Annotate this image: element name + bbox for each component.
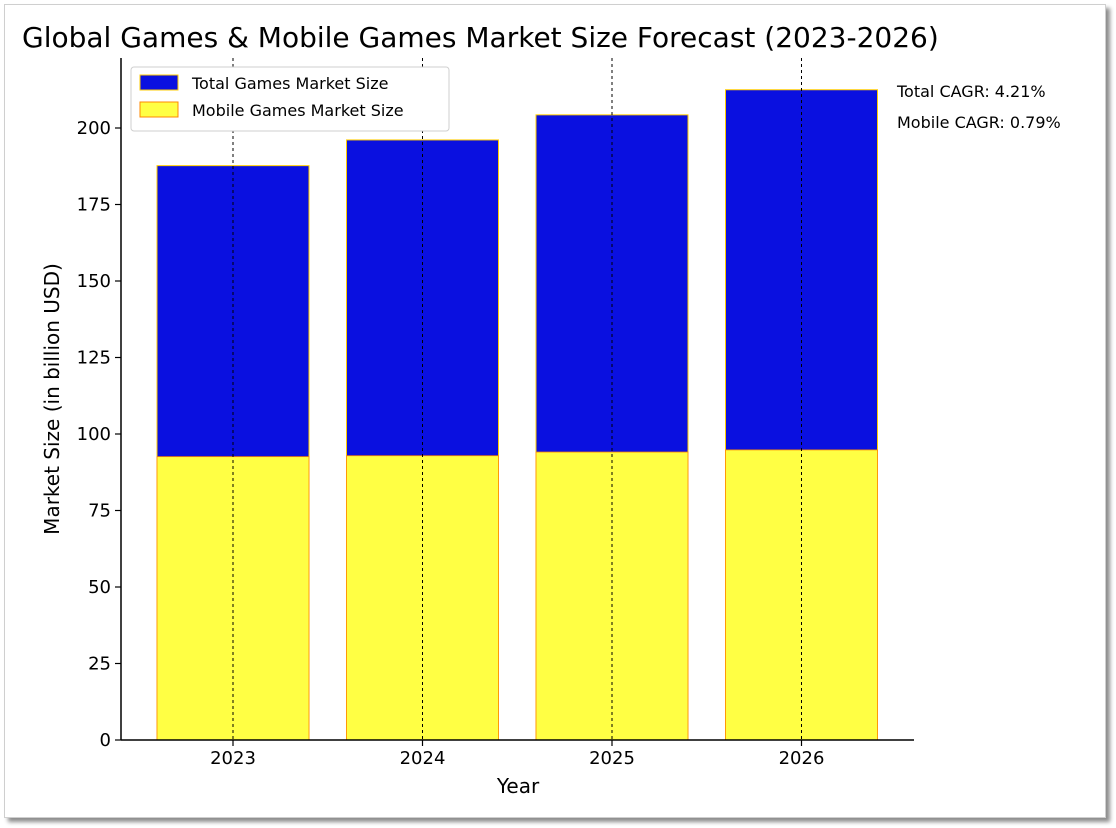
y-tick-label-25: 25 [88,654,111,675]
x-tick-label-2026: 2026 [779,748,825,769]
y-tick-label-50: 50 [88,577,111,598]
y-tick-label-125: 125 [77,348,111,369]
legend: Total Games Market Size Mobile Games Mark… [130,66,450,132]
plot-area: 0 25 50 75 100 125 150 175 200 2023 2024 2025 2026 [77,58,914,769]
x-axis-label: Year [496,774,540,798]
bar-mobile-2025 [535,451,689,741]
mobile-cagr-text: Mobile CAGR: 0.79% [897,113,1061,132]
y-tick-label-175: 175 [77,195,111,216]
total-cagr-text: Total CAGR: 4.21% [896,82,1046,101]
cagr-annotations: Total CAGR: 4.21% Mobile CAGR: 0.79% [896,82,1061,132]
y-axis-label: Market Size (in billion USD) [40,263,64,535]
y-tick-label-75: 75 [88,501,111,522]
y-tick-label-100: 100 [77,424,111,445]
x-tick-label-2023: 2023 [210,748,256,769]
legend-label-mobile: Mobile Games Market Size [192,101,404,120]
chart-title: Global Games & Mobile Games Market Size … [22,21,939,54]
legend-swatch-mobile [139,101,179,118]
legend-box [130,66,450,132]
y-tick-label-200: 200 [77,118,111,139]
x-tick-label-2025: 2025 [589,748,635,769]
legend-swatch-total [139,74,179,91]
legend-label-total: Total Games Market Size [191,74,388,93]
y-tick-label-150: 150 [77,271,111,292]
y-tick-label-0: 0 [100,730,111,751]
x-tick-label-2024: 2024 [400,748,446,769]
